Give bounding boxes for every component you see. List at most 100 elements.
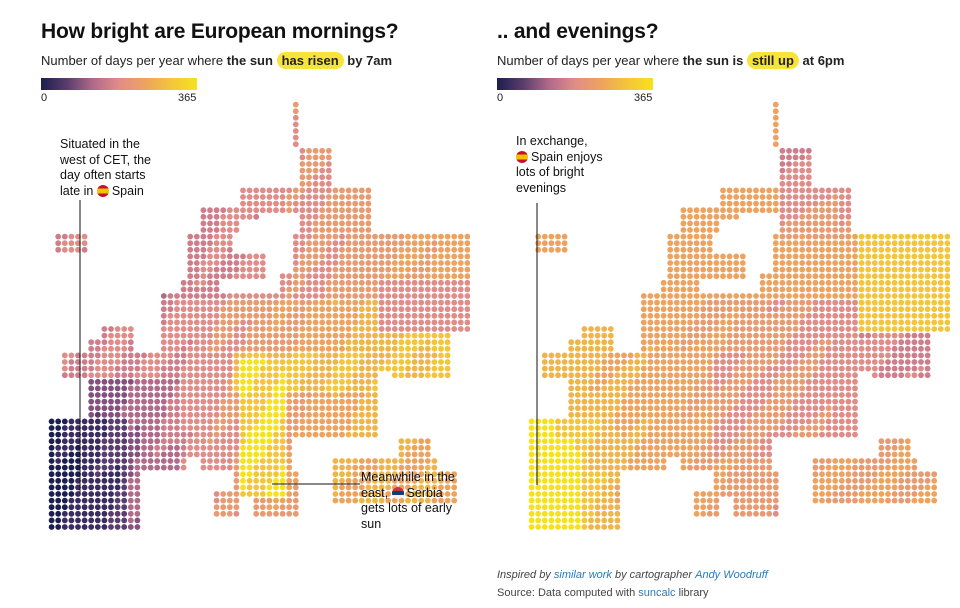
map-dot <box>240 411 246 418</box>
map-dot <box>200 418 207 425</box>
map-dot <box>739 411 746 418</box>
map-dot <box>779 266 786 273</box>
map-dot <box>339 477 345 484</box>
map-dot <box>325 220 332 227</box>
map-dot <box>233 213 240 220</box>
map-dot <box>654 451 660 458</box>
map-dot <box>786 194 792 200</box>
author-link[interactable]: Andy Woodruff <box>695 569 768 581</box>
map-dot <box>627 359 634 365</box>
map-dot <box>746 458 753 464</box>
map-dot <box>726 260 733 266</box>
map-dot <box>405 451 411 458</box>
map-dot <box>55 418 62 425</box>
map-dot <box>845 200 852 207</box>
map-dot <box>535 517 542 524</box>
map-dot <box>253 491 260 497</box>
map-dot <box>792 246 799 253</box>
map-dot <box>339 286 345 293</box>
map-dot <box>667 240 674 247</box>
map-dot <box>634 378 641 385</box>
map-dot <box>226 458 233 464</box>
map-dot <box>167 359 174 365</box>
map-dot <box>825 477 832 484</box>
map-dot <box>411 451 418 458</box>
map-dot <box>541 365 548 372</box>
map-dot <box>339 220 345 227</box>
map-dot <box>680 464 687 471</box>
map-dot <box>332 385 339 392</box>
map-dot <box>180 411 187 418</box>
map-dot <box>332 213 339 220</box>
map-dot <box>398 319 405 326</box>
map-dot <box>779 398 786 405</box>
map-dot <box>528 517 535 524</box>
map-dot <box>713 293 720 299</box>
map-dot <box>720 491 726 497</box>
map-dot <box>621 451 627 458</box>
map-dot <box>779 365 786 372</box>
map-dot <box>805 339 812 346</box>
map-dot <box>865 240 872 247</box>
map-dot <box>858 253 865 260</box>
map-dot <box>418 471 425 478</box>
map-dot <box>541 504 548 511</box>
map-dot <box>273 345 279 352</box>
map-dot <box>555 451 561 458</box>
map-dot <box>114 378 121 385</box>
map-dot <box>187 246 194 253</box>
annotation-text: In exchange, <box>516 134 588 148</box>
map-dot <box>812 332 819 339</box>
map-dot <box>825 385 832 392</box>
map-dot <box>680 378 687 385</box>
map-dot <box>746 385 753 392</box>
map-dot <box>108 365 114 372</box>
similar-work-link[interactable]: similar work <box>553 569 612 581</box>
suncalc-link[interactable]: suncalc <box>638 587 676 599</box>
map-dot <box>391 260 398 266</box>
map-dot <box>108 471 114 478</box>
map-dot <box>213 246 220 253</box>
map-dot <box>213 392 220 398</box>
map-dot <box>398 286 405 293</box>
map-dot <box>418 477 425 484</box>
map-dot <box>220 405 227 412</box>
map-dot <box>253 359 260 365</box>
map-dot <box>325 345 332 352</box>
map-dot <box>654 339 660 346</box>
map-dot <box>733 451 740 458</box>
map-dot <box>332 497 339 504</box>
map-dot <box>259 359 266 365</box>
map-dot <box>220 326 227 332</box>
map-dot <box>286 345 293 352</box>
map-dot <box>273 484 279 491</box>
map-dot <box>838 418 845 425</box>
map-dot <box>588 372 594 379</box>
map-dot <box>726 299 733 306</box>
map-dot <box>700 220 707 227</box>
map-dot <box>108 385 114 392</box>
map-dot <box>647 418 654 425</box>
map-dot <box>358 266 365 273</box>
map-dot <box>240 345 246 352</box>
map-dot <box>911 332 918 339</box>
map-dot <box>259 504 266 511</box>
map-dot <box>680 306 687 313</box>
map-dot <box>154 352 161 359</box>
map-dot <box>424 326 431 332</box>
map-dot <box>871 339 878 346</box>
map-dot <box>411 359 418 365</box>
map-dot <box>352 286 359 293</box>
map-dot <box>601 438 608 445</box>
map-dot <box>127 477 134 484</box>
map-dot <box>911 286 918 293</box>
map-dot <box>574 471 581 478</box>
map-dot <box>693 392 700 398</box>
map-dot <box>286 458 293 464</box>
map-dot <box>246 352 253 359</box>
map-dot <box>319 411 326 418</box>
map-dot <box>548 484 555 491</box>
map-dot <box>541 517 548 524</box>
map-dot <box>61 425 68 431</box>
map-dot <box>418 240 425 247</box>
